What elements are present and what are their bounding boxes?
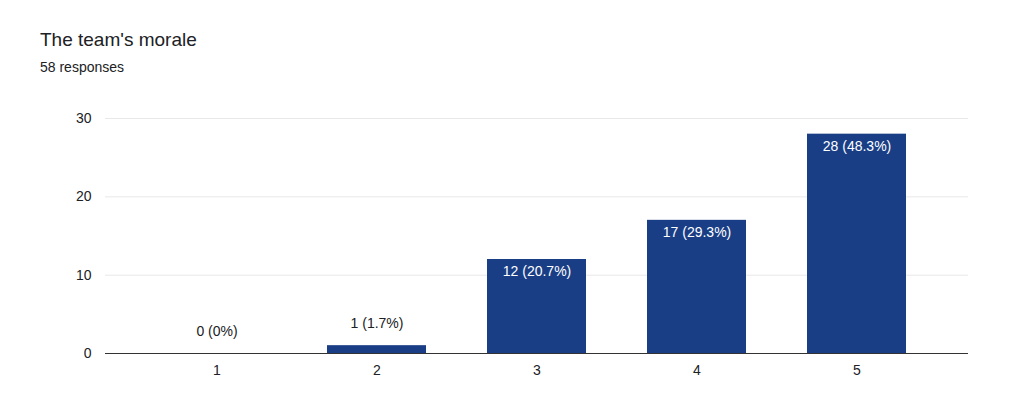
svg-text:12 (20.7%): 12 (20.7%) bbox=[503, 263, 571, 279]
svg-text:1: 1 bbox=[213, 362, 221, 378]
svg-text:1 (1.7%): 1 (1.7%) bbox=[351, 315, 404, 331]
svg-text:20: 20 bbox=[76, 188, 92, 204]
svg-text:30: 30 bbox=[76, 110, 92, 126]
svg-text:3: 3 bbox=[533, 362, 541, 378]
svg-text:28 (48.3%): 28 (48.3%) bbox=[823, 138, 891, 154]
html-text:58 responses: 58 responses bbox=[40, 59, 125, 75]
svg-text:0: 0 bbox=[84, 345, 92, 361]
svg-text:4: 4 bbox=[693, 362, 701, 378]
svg-text:17 (29.3%): 17 (29.3%) bbox=[663, 224, 731, 240]
svg-text:0 (0%): 0 (0%) bbox=[196, 323, 237, 339]
svg-text:5: 5 bbox=[853, 362, 861, 378]
svg-text:2: 2 bbox=[373, 362, 381, 378]
svg-text:10: 10 bbox=[76, 267, 92, 283]
html-text:The team's morale: The team's morale bbox=[40, 29, 197, 50]
